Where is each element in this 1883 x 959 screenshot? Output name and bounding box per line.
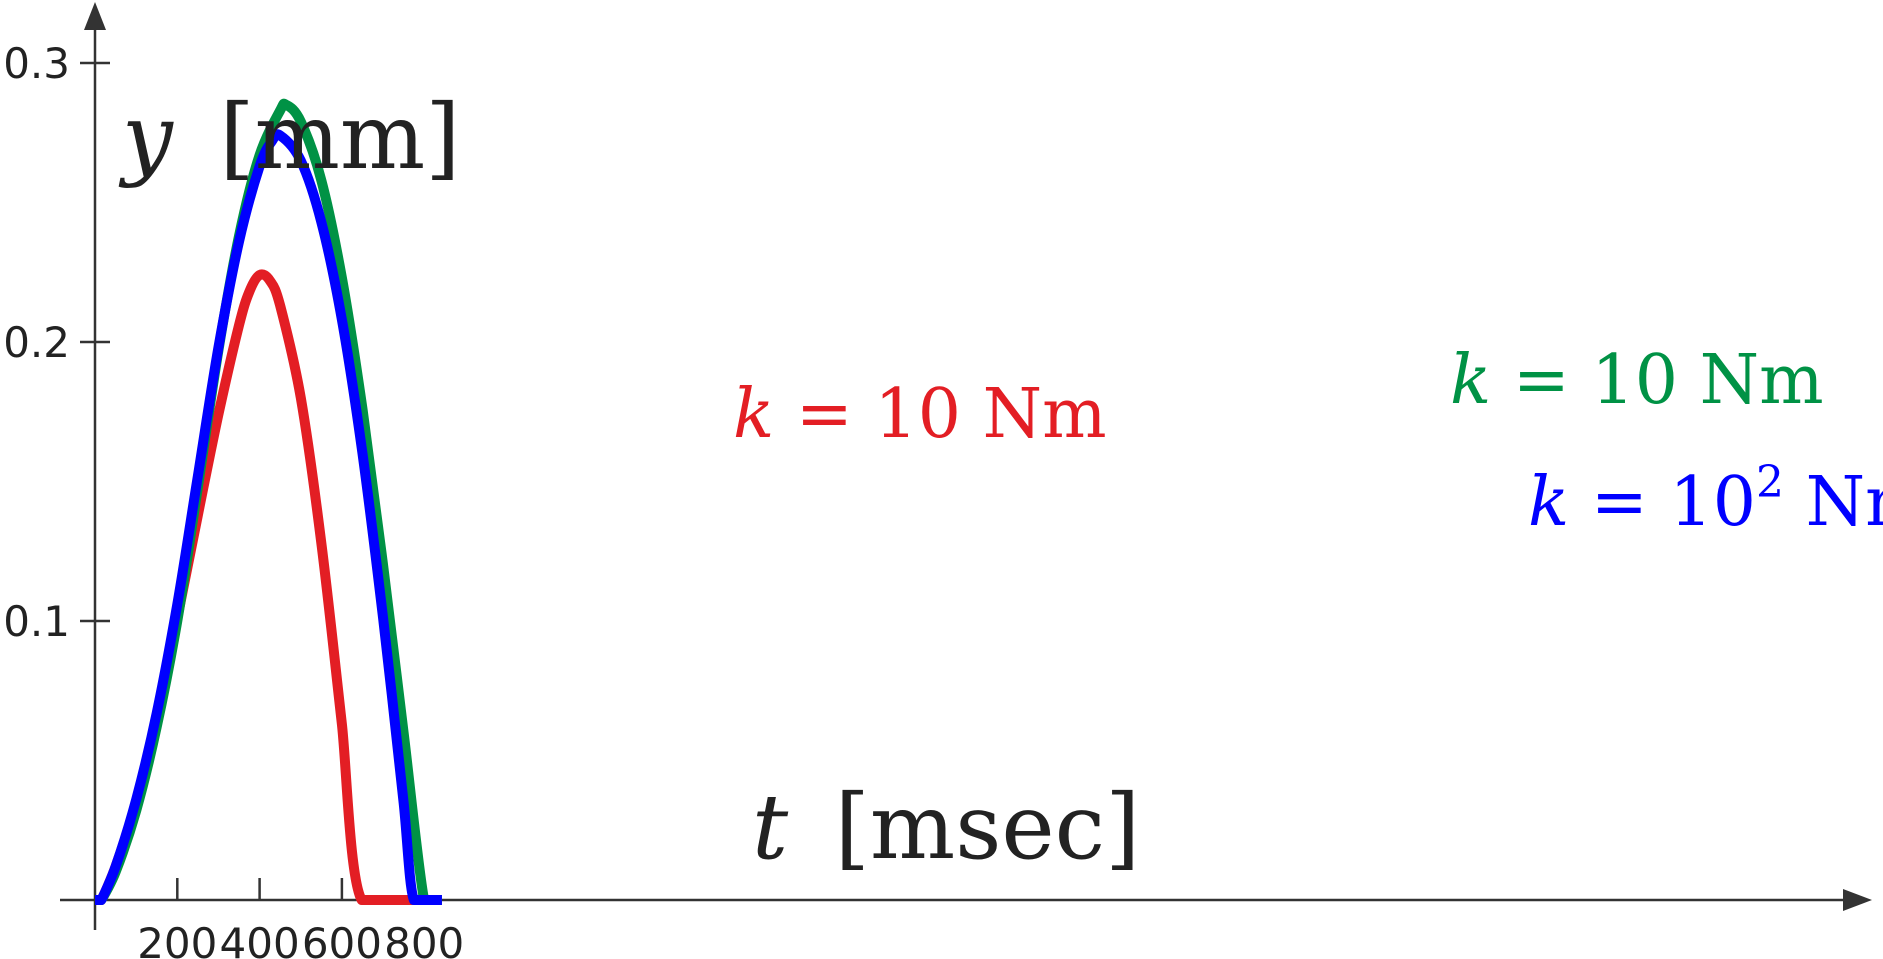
x-ticks: 200 400 600 800 [137,878,464,959]
series-label-text: = 10 Nm [774,375,1106,454]
x-tick-label: 600 [302,919,382,959]
x-tick-label: 400 [220,919,300,959]
series-label-blue: k = 102 Nm [1528,457,1883,542]
y-axis-arrow-icon [84,2,106,30]
y-axis-unit: [mm] [219,85,460,190]
y-axis-title: y [mm] [118,85,460,190]
x-axis-title: t [msec] [752,775,1140,880]
y-ticks: 0.1 0.2 0.3 [3,39,110,646]
series-label-var: k [1528,463,1569,542]
y-tick-label: 0.2 [3,318,70,367]
series-label-text: = 10 [1569,463,1756,542]
x-axis-unit: [msec] [835,775,1140,880]
x-tick-label: 200 [137,919,217,959]
series-layer [95,98,442,905]
x-axis-arrow-icon [1843,889,1872,911]
series-label-var: k [733,375,774,454]
y-tick-label: 0.3 [3,39,70,88]
series-label-unit: Nm [1784,463,1883,542]
x-tick-label: 800 [384,919,464,959]
series-label-exponent: 2 [1756,457,1784,508]
y-axis-var: y [118,85,174,190]
series-label-var: k [1450,341,1491,420]
y-tick-label: 0.1 [3,597,70,646]
x-axis-var: t [752,775,789,880]
series-line-blue [95,129,442,905]
series-line-green [95,98,442,905]
series-label-red: k = 10 Nm [733,375,1107,454]
series-label-text: = 10 Nm [1491,341,1823,420]
series-label-green: k = 10 Nm [1450,341,1824,420]
